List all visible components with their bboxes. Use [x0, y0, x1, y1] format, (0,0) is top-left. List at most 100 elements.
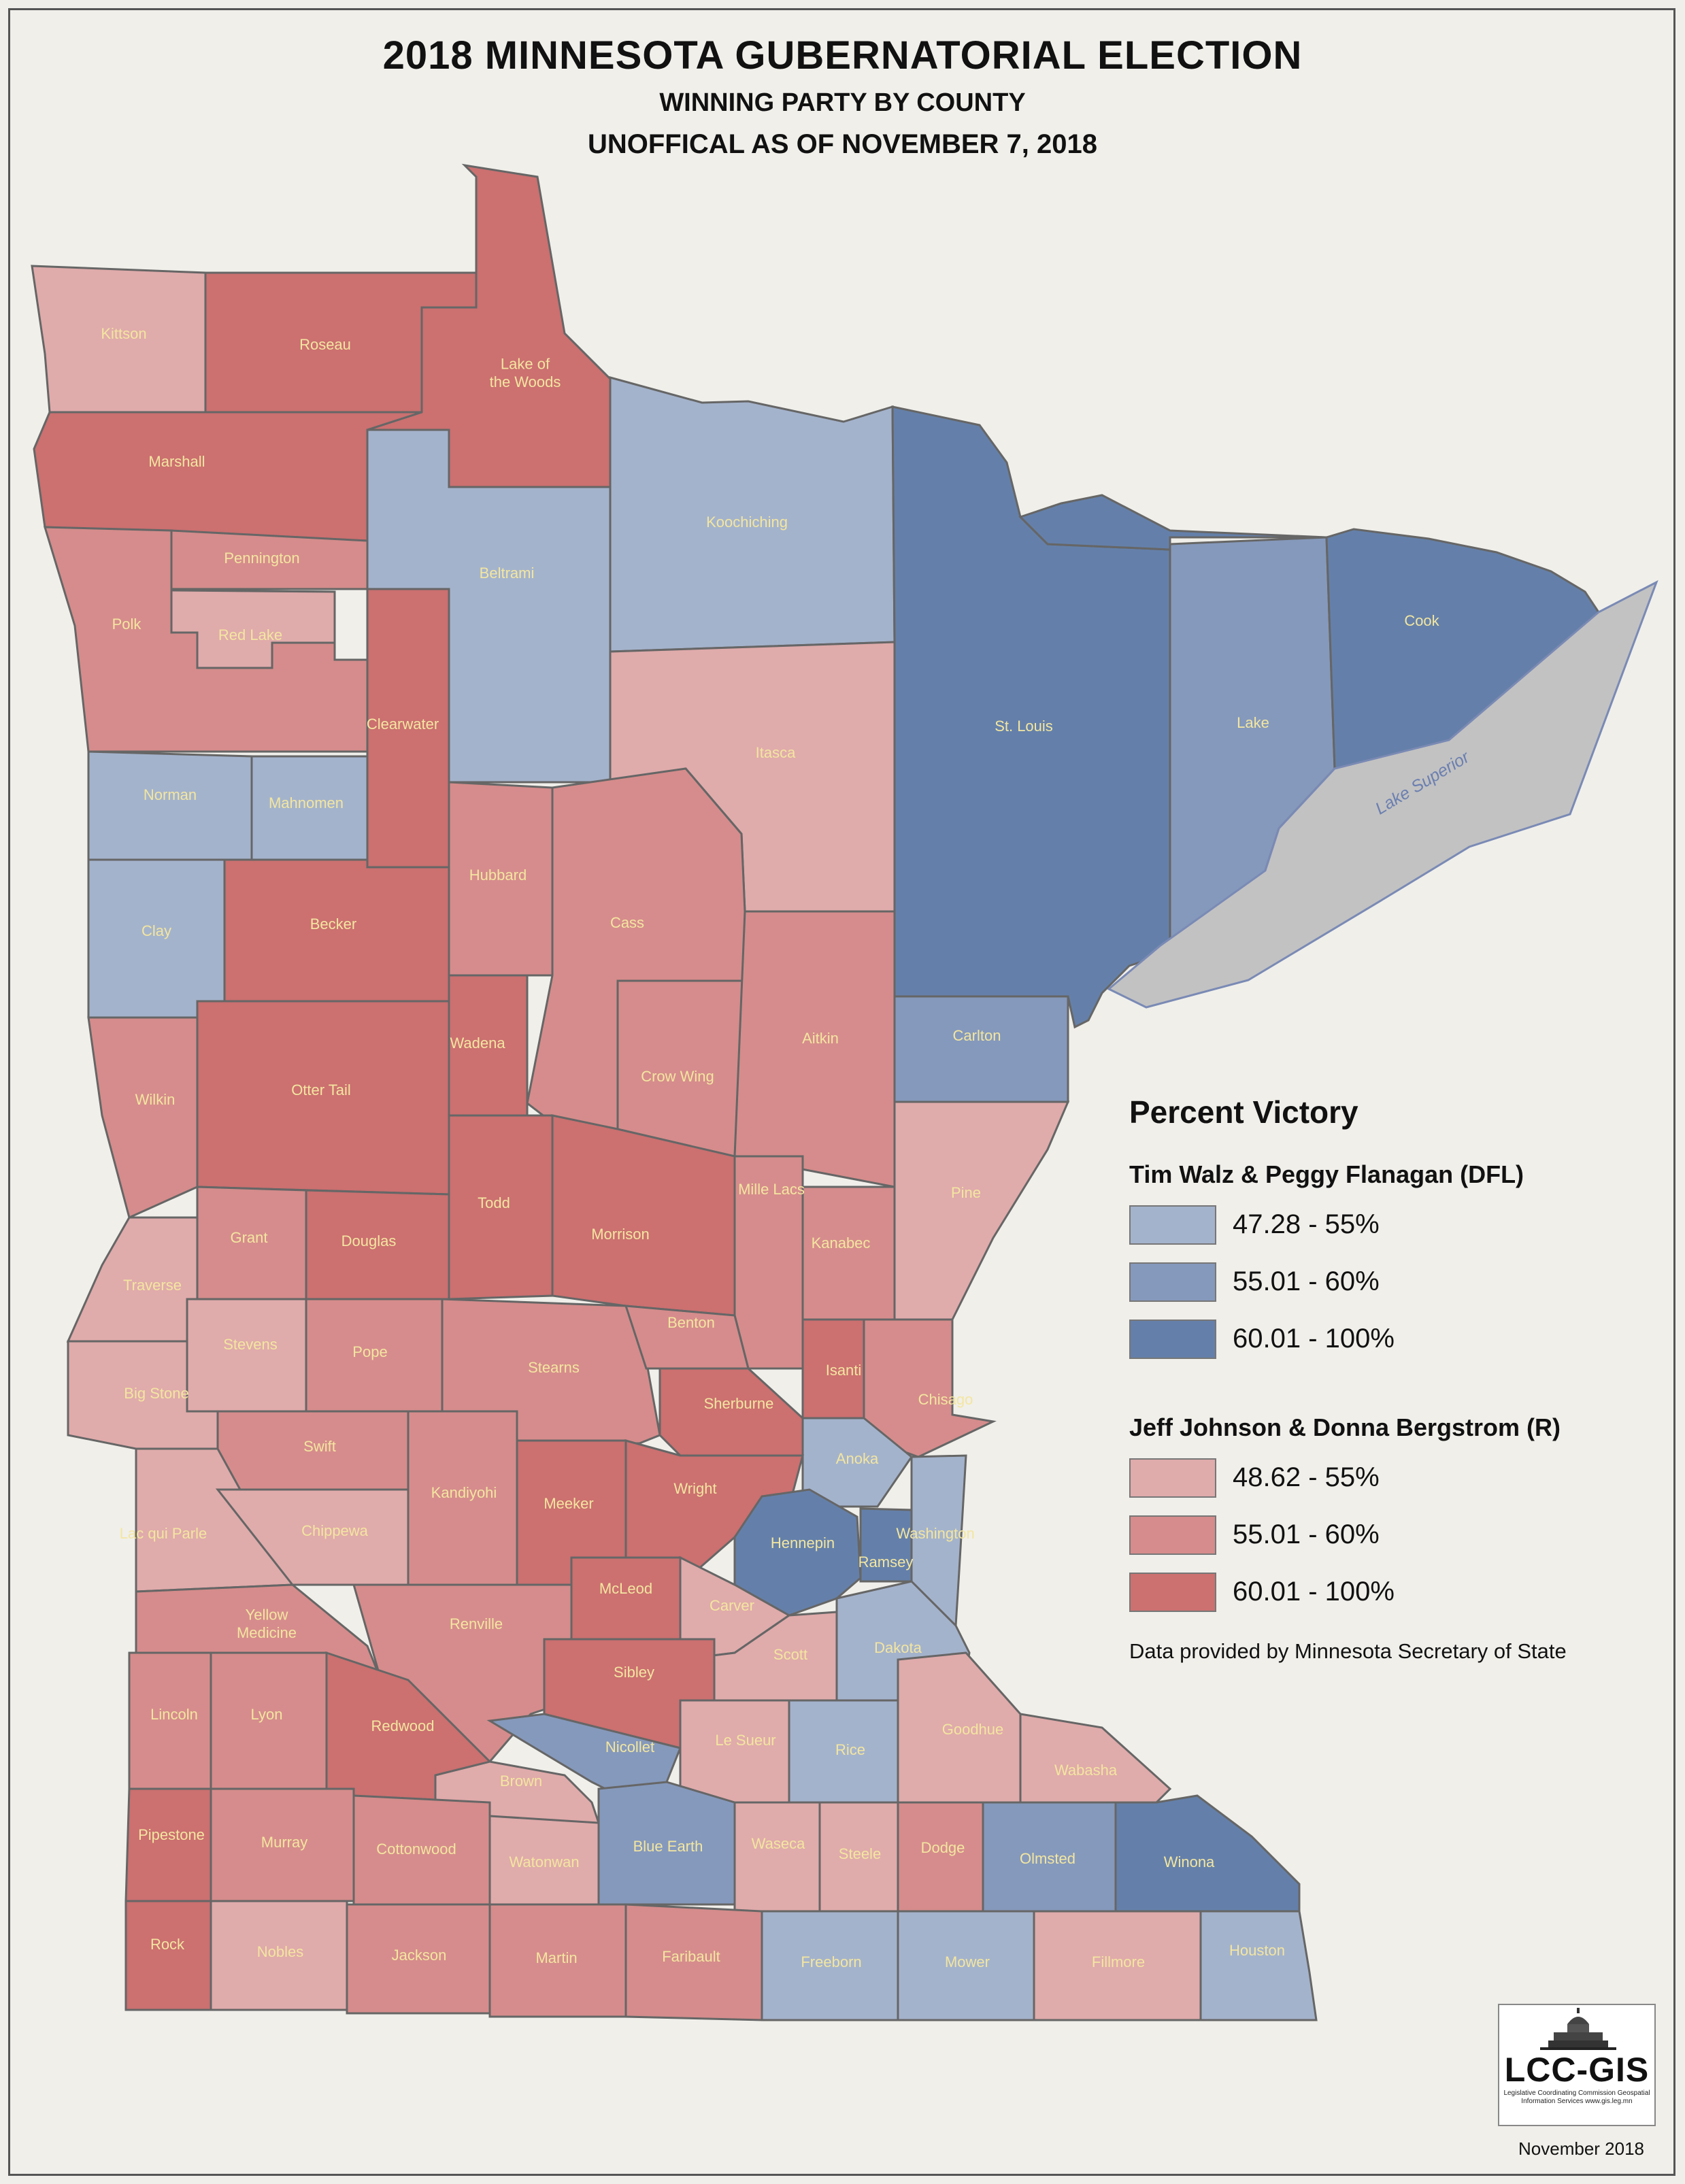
- county-label-anoka: Anoka: [836, 1450, 879, 1467]
- county-label-cook: Cook: [1404, 612, 1439, 629]
- county-label-brown: Brown: [500, 1773, 542, 1790]
- county-red-lake: [170, 589, 336, 669]
- county-label-rice: Rice: [835, 1741, 865, 1758]
- legend-swatch: [1129, 1515, 1216, 1555]
- county-label-lincoln: Lincoln: [150, 1706, 198, 1723]
- county-pipestone: [124, 1787, 212, 1902]
- county-label-blue-earth: Blue Earth: [633, 1838, 703, 1855]
- county-label-red-lake: Red Lake: [218, 626, 282, 643]
- county-label-scott: Scott: [773, 1646, 807, 1663]
- county-label-jackson: Jackson: [392, 1947, 447, 1964]
- county-marshall: [33, 411, 422, 542]
- county-label-benton: Benton: [667, 1314, 715, 1331]
- county-kanabec: [801, 1186, 896, 1321]
- county-label-sibley: Sibley: [614, 1664, 654, 1681]
- lake-superior-water: [1107, 579, 1658, 1009]
- lcc-gis-logo: LCC-GIS Legislative Coordinating Commiss…: [1498, 2004, 1656, 2126]
- county-label-freeborn: Freeborn: [801, 1953, 861, 1970]
- county-label-meeker: Meeker: [544, 1495, 593, 1512]
- county-label-steele: Steele: [839, 1845, 881, 1862]
- county-label-goodhue: Goodhue: [942, 1721, 1004, 1738]
- county-label-polk: Polk: [112, 616, 142, 633]
- county-label-stevens: Stevens: [223, 1336, 278, 1353]
- county-st-louis: [891, 405, 1171, 1029]
- county-aitkin: [733, 910, 896, 1188]
- county-label-douglas: Douglas: [341, 1232, 397, 1249]
- water-layer: Lake Superior: [1107, 579, 1658, 1009]
- county-label-grant: Grant: [230, 1229, 267, 1246]
- legend-item-label: 55.01 - 60%: [1233, 1266, 1380, 1296]
- county-label-pennington: Pennington: [224, 550, 299, 567]
- legend-swatch: [1129, 1573, 1216, 1612]
- county-label-lake: Lake: [1237, 714, 1269, 731]
- county-label-lac-qui-parle: Lac qui Parle: [120, 1525, 207, 1542]
- logo-text: LCC-GIS: [1504, 2051, 1650, 2089]
- county-pine: [893, 1101, 1070, 1321]
- county-label-koochiching: Koochiching: [706, 514, 788, 531]
- county-label-pope: Pope: [352, 1343, 387, 1360]
- county-label-waseca: Waseca: [752, 1835, 805, 1852]
- legend-item-label: 60.01 - 100%: [1233, 1577, 1395, 1607]
- county-label-pipestone: Pipestone: [138, 1826, 205, 1843]
- county-label-hubbard: Hubbard: [469, 867, 527, 884]
- labels-layer: Kittson Roseau Lake of the Woods Marshall Koo…: [101, 325, 1439, 1970]
- county-label-swift: Swift: [303, 1438, 336, 1455]
- legend-item-label: 60.01 - 100%: [1233, 1324, 1395, 1354]
- county-label-norman: Norman: [144, 786, 197, 803]
- county-label-mille-lacs: Mille Lacs: [738, 1181, 805, 1198]
- county-label-watonwan: Watonwan: [509, 1853, 579, 1870]
- county-label-houston: Houston: [1229, 1942, 1285, 1959]
- county-mille-lacs: [733, 1155, 804, 1370]
- county-mcleod: [570, 1556, 682, 1641]
- county-wilkin: [87, 1016, 199, 1220]
- county-label-redwood: Redwood: [371, 1717, 435, 1734]
- legend-group-dfl-title: Tim Walz & Peggy Flanagan (DFL): [1129, 1160, 1524, 1188]
- county-label-carlton: Carlton: [953, 1027, 1001, 1044]
- county-label-nicollet: Nicollet: [605, 1738, 654, 1755]
- map-date-subtitle: UNOFFICAL AS OF NOVEMBER 7, 2018: [587, 129, 1098, 159]
- legend-item-label: 55.01 - 60%: [1233, 1519, 1380, 1549]
- county-label-stearns: Stearns: [528, 1359, 580, 1376]
- data-credit: Data provided by Minnesota Secretary of …: [1129, 1639, 1567, 1663]
- county-houston: [1199, 1910, 1318, 2021]
- county-label-wright: Wright: [673, 1480, 716, 1497]
- county-sherburne: [658, 1367, 804, 1457]
- county-dodge: [897, 1801, 984, 1913]
- legend-item-label: 48.62 - 55%: [1233, 1462, 1380, 1492]
- county-label-yellow-medicine: Yellow Medicine: [237, 1607, 297, 1641]
- county-label-faribault: Faribault: [662, 1948, 720, 1965]
- date-note: November 2018: [1518, 2138, 1644, 2159]
- county-label-kanabec: Kanabec: [812, 1234, 871, 1251]
- county-rock: [124, 1900, 212, 2011]
- county-label-hennepin: Hennepin: [771, 1534, 835, 1551]
- county-label-martin: Martin: [535, 1949, 577, 1966]
- county-label-carver: Carver: [710, 1597, 754, 1614]
- county-label-olmsted: Olmsted: [1020, 1850, 1075, 1867]
- county-wabasha: [1019, 1713, 1172, 1804]
- county-label-cass: Cass: [610, 914, 644, 931]
- map-subtitle: WINNING PARTY BY COUNTY: [659, 88, 1026, 117]
- county-label-lake-of-the-woods: Lake of the Woods: [490, 356, 561, 390]
- county-label-chippewa: Chippewa: [301, 1522, 369, 1539]
- county-label-dakota: Dakota: [874, 1639, 922, 1656]
- county-label-fillmore: Fillmore: [1092, 1953, 1145, 1970]
- county-label-itasca: Itasca: [756, 744, 796, 761]
- county-waseca: [733, 1801, 821, 1913]
- capitol-icon: [1540, 2008, 1616, 2050]
- county-label-roseau: Roseau: [299, 336, 351, 353]
- county-label-wabasha: Wabasha: [1054, 1762, 1118, 1779]
- legend-title: Percent Victory: [1129, 1094, 1358, 1130]
- county-label-wadena: Wadena: [450, 1035, 505, 1052]
- county-label-rock: Rock: [150, 1936, 185, 1953]
- county-label-dodge: Dodge: [921, 1839, 965, 1856]
- county-cook: [1018, 494, 1600, 770]
- county-label-ramsey: Ramsey: [858, 1553, 914, 1570]
- counties-layer: [31, 163, 1600, 2021]
- legend-item-label: 47.28 - 55%: [1233, 1209, 1380, 1239]
- county-norman: [87, 750, 253, 861]
- legend-group-rep-title: Jeff Johnson & Donna Bergstrom (R): [1129, 1413, 1561, 1441]
- county-label-chisago: Chisago: [918, 1391, 973, 1408]
- map-title: 2018 MINNESOTA GUBERNATORIAL ELECTION: [382, 33, 1303, 78]
- county-label-morrison: Morrison: [591, 1226, 650, 1243]
- county-label-kittson: Kittson: [101, 325, 146, 342]
